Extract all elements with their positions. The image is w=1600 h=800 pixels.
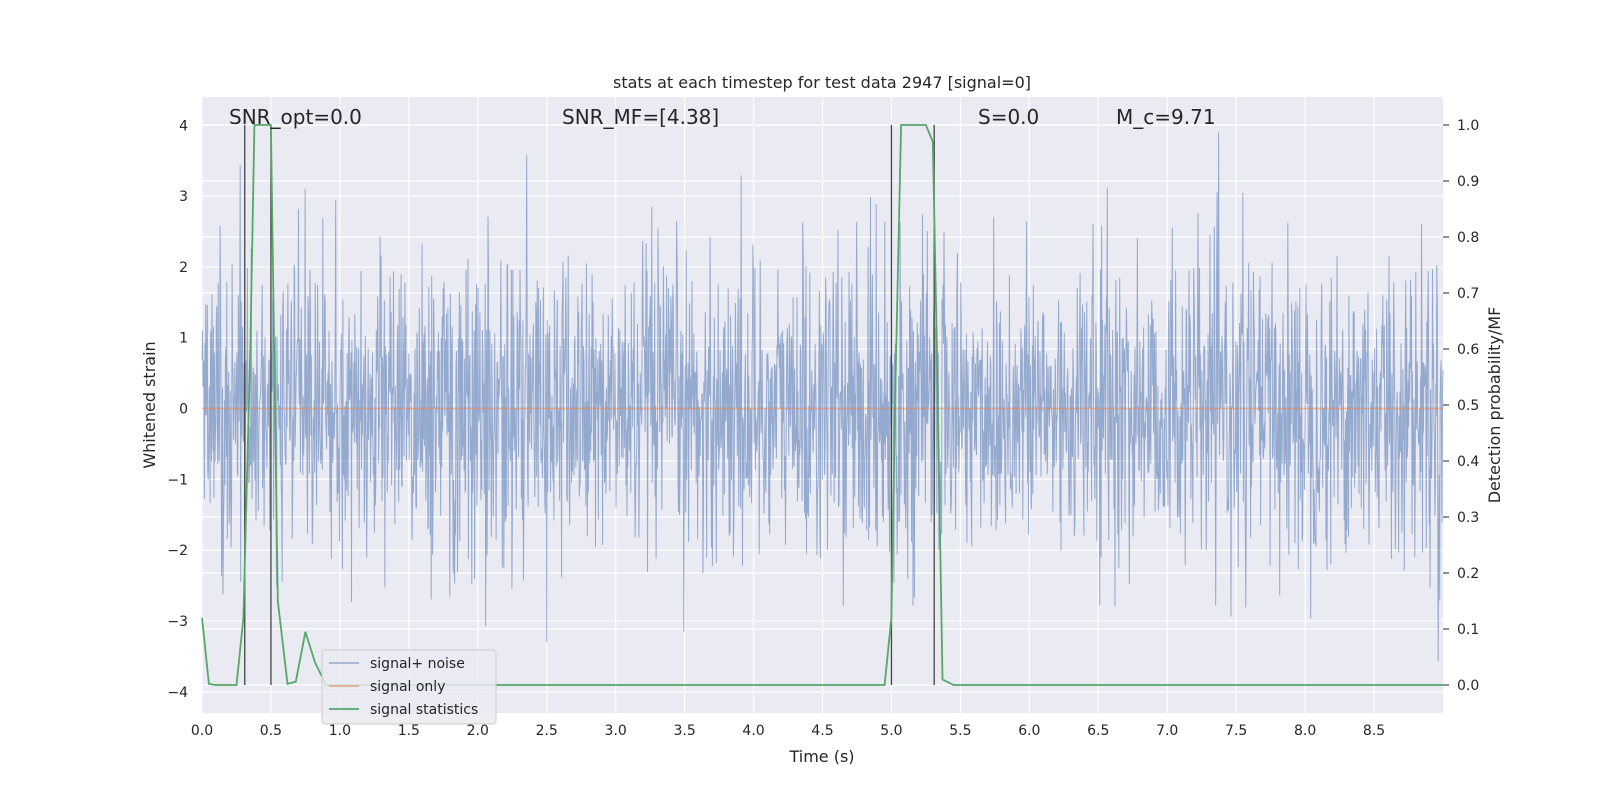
- y-tick-label: −3: [167, 614, 188, 630]
- x-tick-label: 2.0: [467, 723, 489, 739]
- annotation-snr-opt: SNR_opt=0.0: [229, 105, 362, 129]
- signal-statistics-line: [201, 124, 1443, 686]
- y-tick-label: 2: [179, 260, 188, 276]
- y-axis-label: Whitened strain: [140, 341, 159, 468]
- y-tick-label: 3: [179, 189, 188, 205]
- y2-tick-label: 0.8: [1457, 230, 1479, 246]
- y2-tick-label: 0.0: [1457, 678, 1479, 694]
- y2-tick-label: 0.5: [1457, 398, 1479, 414]
- x-tick-label: 8.5: [1363, 723, 1385, 739]
- noise-path: [201, 132, 1444, 662]
- x-tick-label: 0.0: [191, 723, 213, 739]
- y2-tick-label: 0.4: [1457, 454, 1479, 470]
- y-tick-label: −1: [167, 472, 188, 488]
- annotation-mc: M_c=9.71: [1116, 105, 1216, 129]
- x-tick-label: 2.5: [536, 723, 558, 739]
- x-ticks: 0.0 0.5 1.0 1.5 2.0 2.5 3.0 3.5 4.0 4.5 5.0 5.5 6.0 6…: [191, 723, 1385, 739]
- y2-tick-label: 0.3: [1457, 510, 1479, 526]
- chart-title: stats at each timestep for test data 294…: [613, 73, 1031, 92]
- x-tick-label: 3.5: [673, 723, 695, 739]
- noise-series: [201, 132, 1444, 662]
- y-tick-label: 0: [179, 402, 188, 418]
- x-tick-label: 1.0: [329, 723, 351, 739]
- x-tick-label: 1.5: [398, 723, 420, 739]
- x-tick-label: 7.5: [1225, 723, 1247, 739]
- y2-tick-label: 0.1: [1457, 622, 1479, 638]
- x-tick-label: 8.0: [1294, 723, 1316, 739]
- y-tick-label: −4: [167, 685, 188, 701]
- y2-ticks: 1.0 0.9 0.8 0.7 0.6 0.5 0.4 0.3 0.2 0.1 0.0: [1443, 118, 1479, 694]
- x-tick-label: 3.0: [605, 723, 627, 739]
- y2-tick-label: 0.7: [1457, 286, 1479, 302]
- y2-tick-label: 1.0: [1457, 118, 1479, 134]
- x-tick-label: 6.0: [1018, 723, 1040, 739]
- x-tick-label: 4.0: [742, 723, 764, 739]
- y-tick-label: 1: [179, 331, 188, 347]
- x-tick-label: 7.0: [1156, 723, 1178, 739]
- legend-label-noise: signal+ noise: [370, 656, 465, 672]
- y-tick-label: 4: [179, 118, 188, 134]
- plot-series: [201, 124, 1444, 686]
- y2-tick-label: 0.9: [1457, 174, 1479, 190]
- legend: signal+ noise signal only signal statist…: [321, 649, 497, 725]
- x-axis-label: Time (s): [788, 747, 854, 766]
- x-tick-label: 6.5: [1087, 723, 1109, 739]
- y2-tick-label: 0.6: [1457, 342, 1479, 358]
- annotation-snr-mf: SNR_MF=[4.38]: [562, 105, 719, 129]
- legend-label-signal: signal only: [370, 679, 445, 695]
- y-tick-label: −2: [167, 543, 188, 559]
- legend-box: [321, 649, 497, 725]
- x-tick-label: 5.0: [880, 723, 902, 739]
- y2-tick-label: 0.2: [1457, 566, 1479, 582]
- legend-label-stats: signal statistics: [370, 702, 478, 718]
- y2-axis-label: Detection probability/MF: [1485, 307, 1504, 504]
- x-tick-label: 5.5: [949, 723, 971, 739]
- x-tick-label: 4.5: [811, 723, 833, 739]
- y-ticks: 4 3 2 1 0 −1 −2 −3 −4: [167, 118, 188, 700]
- annotation-s: S=0.0: [978, 105, 1039, 129]
- x-tick-label: 0.5: [260, 723, 282, 739]
